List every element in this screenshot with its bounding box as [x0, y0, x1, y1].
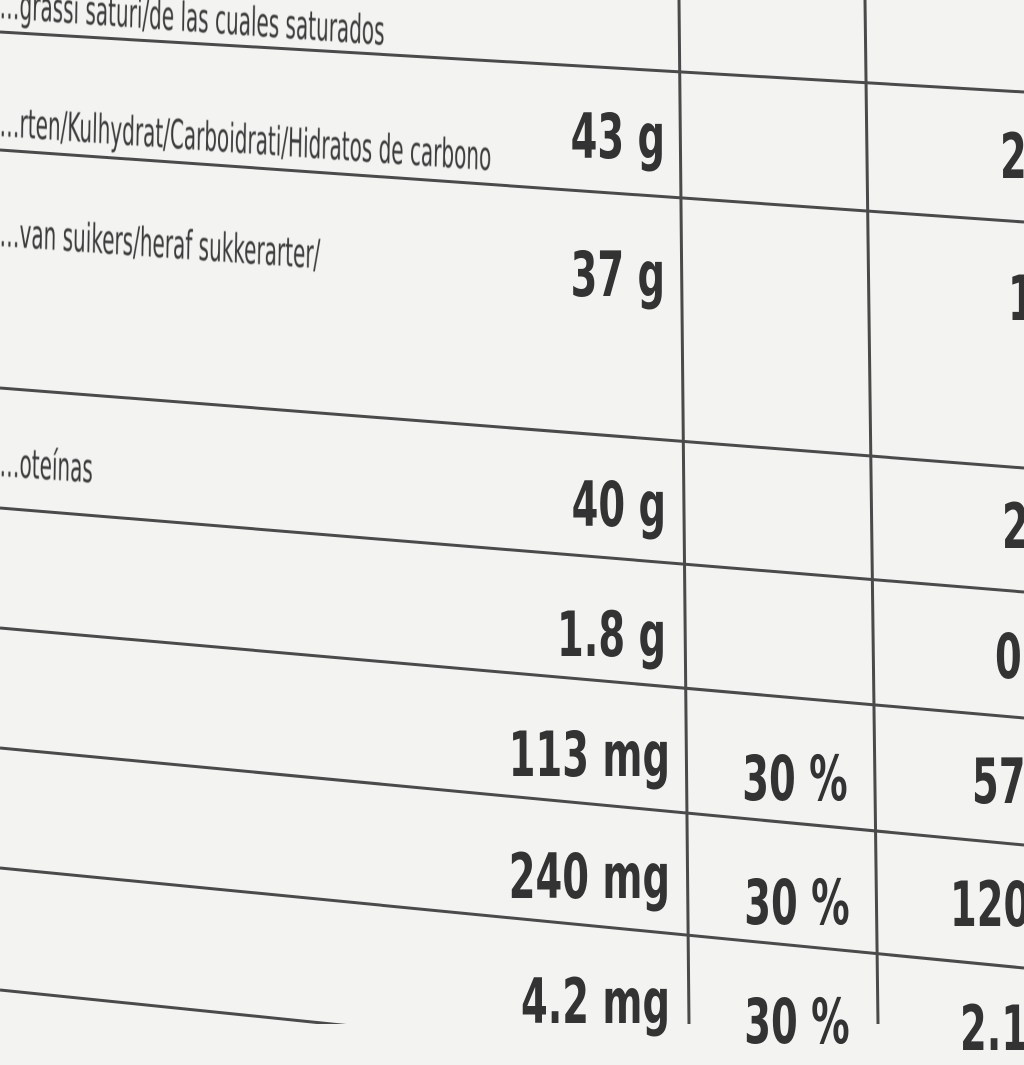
row-divider — [0, 626, 1024, 720]
column-divider — [863, 0, 880, 1024]
row-divider — [0, 988, 347, 1024]
value-per100-row7: 240 mg — [508, 840, 670, 913]
row-divider — [0, 148, 1024, 224]
row-divider — [0, 746, 1024, 847]
value-per100-sugars: 37 g — [570, 238, 665, 311]
value-portion-sugars: 1 — [1008, 262, 1024, 335]
row-divider — [0, 506, 1024, 594]
row-divider — [0, 30, 1024, 94]
value-per100-salt: 1.8 g — [556, 598, 666, 671]
value-ri-row8: 30 % — [744, 985, 850, 1058]
value-portion-protein: 2 — [1002, 490, 1024, 563]
row-label-protein: …oteínas — [0, 440, 94, 493]
value-per100-row8: 4.2 mg — [520, 965, 670, 1038]
value-portion-row6: 57 — [972, 745, 1024, 818]
value-portion-row7: 120 — [950, 868, 1024, 941]
value-per100-protein: 40 g — [571, 468, 666, 541]
column-divider — [677, 0, 691, 1024]
value-per100-carbohydrate: 43 g — [570, 100, 665, 173]
value-portion-row8: 2.1 — [960, 992, 1024, 1065]
value-ri-row6: 30 % — [742, 742, 848, 815]
value-ri-row7: 30 % — [744, 866, 850, 939]
table-grid — [0, 0, 1024, 1024]
value-per100-row6: 113 mg — [508, 718, 670, 791]
row-divider — [0, 866, 1024, 970]
value-portion-carbohydrate: 2 — [1000, 120, 1024, 193]
value-portion-salt: 0 — [995, 620, 1022, 693]
row-divider — [0, 386, 1024, 470]
